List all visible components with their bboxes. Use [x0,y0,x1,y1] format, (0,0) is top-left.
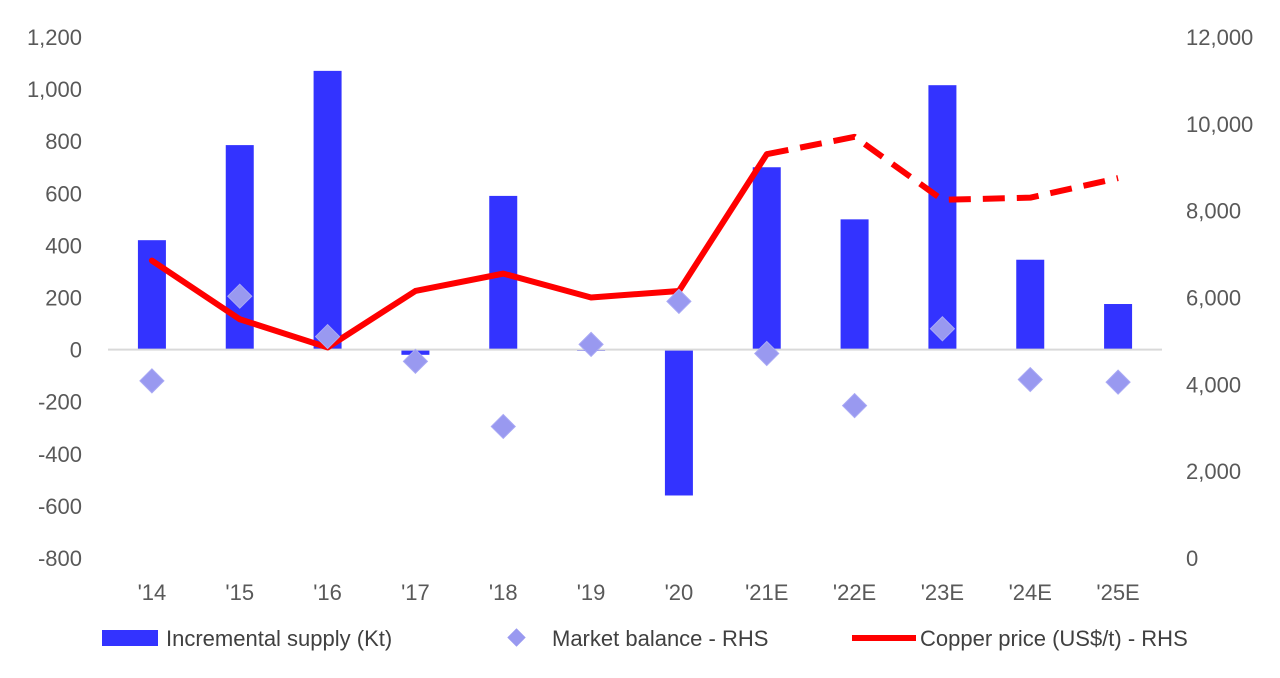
balance-marker-5 [578,331,604,358]
x-tick-label: '14 [138,580,167,605]
x-tick-label: '16 [313,580,342,605]
left-tick-label: -200 [38,390,82,415]
balance-marker-4 [490,413,516,440]
x-tick-label: '25E [1096,580,1139,605]
x-tick-label: '23E [921,580,964,605]
x-tick-label: '19 [577,580,606,605]
balance-marker-6 [666,288,692,315]
left-tick-label: 1,000 [27,77,82,102]
left-tick-label: -600 [38,494,82,519]
legend-swatch-diamond [507,628,526,647]
bar-10 [1016,259,1045,350]
left-axis: -800 -600 -400 -200 0 200 400 600 800 1,000 1,200 [27,25,82,571]
right-tick-label: 6,000 [1186,286,1241,311]
legend-label-supply: Incremental supply (Kt) [166,626,392,651]
balance-marker-10 [1017,366,1043,393]
right-tick-label: 0 [1186,546,1198,571]
bar-0 [137,240,166,350]
price-line-dashed [766,133,1119,203]
left-tick-label: 400 [45,233,82,258]
bar-7 [752,167,781,350]
left-tick-label: 0 [70,338,82,363]
left-tick-label: 600 [45,181,82,206]
left-tick-label: 800 [45,129,82,154]
x-tick-label: '17 [401,580,430,605]
left-tick-label: 200 [45,286,82,311]
balance-marker-2 [314,323,341,350]
x-tick-label: '15 [225,580,254,605]
legend-swatch-bar [102,630,158,646]
right-axis: 0 2,000 4,000 6,000 8,000 10,000 12,000 [1186,25,1253,571]
right-tick-label: 8,000 [1186,199,1241,224]
balance-marker-1 [227,283,253,309]
balance-marker-3 [402,348,429,375]
right-tick-label: 12,000 [1186,25,1253,50]
legend-label-balance: Market balance - RHS [552,626,768,651]
x-tick-label: '24E [1009,580,1052,605]
legend-label-price: Copper price (US$/t) - RHS [920,626,1188,651]
price-line-layer [148,133,1119,351]
x-tick-label: '18 [489,580,518,605]
legend: Incremental supply (Kt) Market balance -… [102,626,1188,651]
bar-8 [840,219,869,350]
bars-layer [137,70,1133,496]
right-tick-label: 10,000 [1186,112,1253,137]
balance-marker-0 [139,368,165,394]
balance-marker-7 [754,340,780,367]
x-tick-label: '22E [833,580,876,605]
left-tick-label: -800 [38,546,82,571]
x-axis: '14 '15 '16 '17 '18 '19 '20 '21E '22E '23E '24E '25… [138,580,1140,605]
right-tick-label: 2,000 [1186,459,1241,484]
bar-11 [1104,304,1133,350]
balance-marker-8 [841,392,868,419]
x-tick-label: '21E [745,580,788,605]
left-tick-label: -400 [38,442,82,467]
markers-layer [139,283,1131,440]
price-line-solid [148,151,770,351]
balance-marker-9 [929,316,956,342]
bar-9 [928,85,957,350]
balance-marker-11 [1105,369,1131,395]
left-tick-label: 1,200 [27,25,82,50]
bar-6 [664,349,693,496]
bar-2 [313,70,342,350]
x-tick-label: '20 [665,580,694,605]
right-tick-label: 4,000 [1186,372,1241,397]
